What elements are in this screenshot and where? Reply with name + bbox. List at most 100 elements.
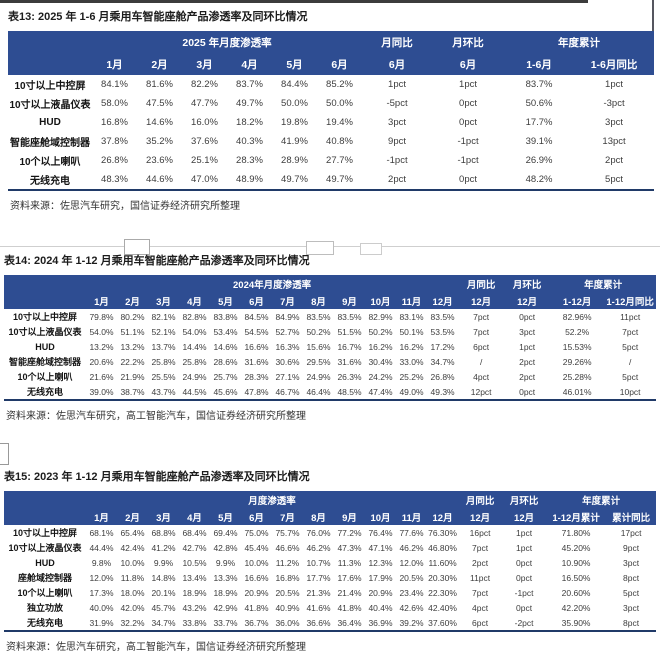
- data-cell: 11.2%: [275, 557, 300, 568]
- data-cell: 20.9%: [368, 587, 393, 598]
- data-cell: 47.0%: [191, 174, 218, 185]
- data-cell: 10.7%: [306, 557, 331, 568]
- data-cell: 4pct: [472, 602, 489, 613]
- month-column-header: 6月: [241, 508, 272, 525]
- data-cell: 13.4%: [182, 572, 207, 583]
- data-cell: 77.2%: [337, 527, 362, 538]
- month-column-header: 3月: [148, 508, 179, 525]
- data-cell: 39.2%: [399, 617, 424, 628]
- page-break-marker: [124, 239, 150, 255]
- data-cell: 18.9%: [213, 587, 238, 598]
- table15-penetration-2023: 月度渗透率 月同比 月环比 年度累计 1月 2月 3月 4月 5月 6月 7月 8月 9月 10月 11月 1…: [4, 491, 657, 632]
- data-cell: 9pct: [623, 542, 640, 553]
- data-cell: 10.5%: [182, 557, 207, 568]
- data-cell: 3pct: [605, 117, 624, 128]
- data-cell: 49.0%: [399, 386, 424, 397]
- data-cell: 36.4%: [337, 617, 362, 628]
- table14-source: 资料来源：佐思汽车研究，高工智能汽车，国信证券经济研究所整理: [6, 411, 306, 422]
- data-cell: 26.8%: [430, 371, 455, 382]
- month-column-header: 7月: [272, 508, 303, 525]
- data-cell: 18.0%: [120, 587, 145, 598]
- data-cell: 83.7%: [525, 79, 553, 90]
- month-column-header: 8月: [303, 292, 334, 309]
- data-cell: 47.5%: [146, 98, 173, 109]
- data-cell: 42.7%: [182, 542, 207, 553]
- data-cell: 48.5%: [337, 386, 362, 397]
- data-cell: 5pct: [622, 341, 639, 352]
- data-cell: 7pct: [472, 542, 489, 553]
- stat-column-header: 12月: [458, 508, 503, 525]
- data-cell: 82.8%: [182, 311, 207, 322]
- data-cell: 30.4%: [368, 356, 393, 367]
- month-column-header: 9月: [334, 508, 365, 525]
- row-label-header: [8, 31, 92, 75]
- data-cell: 20.5%: [399, 572, 424, 583]
- data-cell: 10pct: [619, 386, 641, 397]
- row-label: 10寸以上液晶仪表: [8, 543, 82, 553]
- ytd-group-header: 年度累计: [546, 491, 657, 508]
- data-cell: 49.7%: [236, 98, 263, 109]
- data-cell: 52.2%: [565, 326, 590, 337]
- data-cell: 30.6%: [275, 356, 300, 367]
- data-cell: 28.9%: [281, 155, 308, 166]
- data-cell: 31.6%: [337, 356, 362, 367]
- data-cell: 0pct: [516, 557, 533, 568]
- row-label: 无线充电: [26, 618, 63, 628]
- data-cell: -2pct: [514, 617, 534, 628]
- month-column-header: 5月: [272, 53, 317, 75]
- monthly-group-header: 2025 年月度渗透率: [92, 31, 363, 53]
- table-row: 无线充电 31.9% 32.2% 34.7% 33.8% 33.7% 36.7% 36.0% 3…: [4, 615, 656, 631]
- data-cell: 24.9%: [182, 371, 207, 382]
- data-cell: /: [628, 356, 632, 367]
- data-cell: 82.9%: [368, 311, 393, 322]
- data-cell: 20.60%: [561, 587, 591, 598]
- data-cell: 47.1%: [368, 542, 393, 553]
- page-edge-line: [652, 0, 654, 56]
- month-column-header: 12月: [427, 508, 459, 525]
- data-cell: -3pct: [603, 98, 625, 109]
- data-cell: 84.5%: [244, 311, 269, 322]
- month-column-header: 1月: [92, 53, 137, 75]
- table-row: 智能座舱域控制器 20.6% 22.2% 25.8% 25.8% 28.6% 31.6% 30…: [4, 354, 656, 369]
- data-cell: 48.9%: [236, 174, 263, 185]
- row-label: 智能座舱域控制器: [8, 357, 81, 367]
- table-row: 10寸以上中控屏 68.1% 65.4% 68.8% 68.4% 69.4% 75.0% 75…: [4, 525, 656, 540]
- data-cell: 2pct: [388, 174, 407, 185]
- month-column-header: 1月: [86, 508, 117, 525]
- data-cell: 48.3%: [101, 174, 128, 185]
- data-cell: 25.8%: [182, 356, 207, 367]
- table-row: 10寸以上中控屏 79.8% 80.2% 82.1% 82.8% 83.8% 84.5% 84…: [4, 309, 656, 324]
- table-row: 10寸以上中控屏 84.1% 81.6% 82.2% 83.7% 84.4% 85.2% 1p…: [8, 75, 654, 94]
- data-cell: 9.9%: [153, 557, 174, 568]
- data-cell: 29.5%: [306, 356, 331, 367]
- data-cell: 13.3%: [213, 572, 238, 583]
- data-cell: 47.3%: [337, 542, 362, 553]
- data-cell: -1pct: [514, 587, 534, 598]
- data-cell: 46.01%: [562, 386, 592, 397]
- table14-penetration-2024: 2024年月度渗透率 月同比 月环比 年度累计 1月 2月 3月 4月 5月 6月 7月 8月 9月 10…: [4, 275, 657, 401]
- data-cell: 31.9%: [89, 617, 114, 628]
- month-column-header: 9月: [334, 292, 365, 309]
- table-row: 10寸以上液晶仪表 54.0% 51.1% 52.1% 54.0% 53.4% 54.5% 5…: [4, 324, 656, 339]
- data-cell: 26.9%: [525, 155, 553, 166]
- data-cell: 24.9%: [306, 371, 331, 382]
- data-cell: 16.8%: [101, 117, 128, 128]
- data-cell: 5pct: [622, 371, 639, 382]
- data-cell: 46.6%: [275, 542, 300, 553]
- data-cell: 40.8%: [326, 136, 353, 147]
- data-cell: 12pct: [470, 386, 492, 397]
- data-cell: /: [479, 356, 483, 367]
- data-cell: 10.90%: [561, 557, 591, 568]
- data-cell: 14.4%: [182, 341, 207, 352]
- data-cell: 8pct: [623, 572, 640, 583]
- data-cell: 16.2%: [368, 341, 393, 352]
- table13-penetration-2025: 2025 年月度渗透率 月同比 月环比 年度累计 1月 2月 3月 4月 5月 6月 6月 6月 1-6…: [8, 31, 655, 191]
- data-cell: 26.8%: [101, 155, 128, 166]
- data-cell: 45.4%: [244, 542, 269, 553]
- data-cell: 37.8%: [101, 136, 128, 147]
- data-cell: 22.30%: [428, 587, 457, 598]
- row-label: 10寸以上中控屏: [12, 312, 77, 322]
- data-cell: 13pct: [602, 136, 626, 147]
- data-cell: 1pct: [516, 527, 533, 538]
- data-cell: 41.8%: [244, 602, 269, 613]
